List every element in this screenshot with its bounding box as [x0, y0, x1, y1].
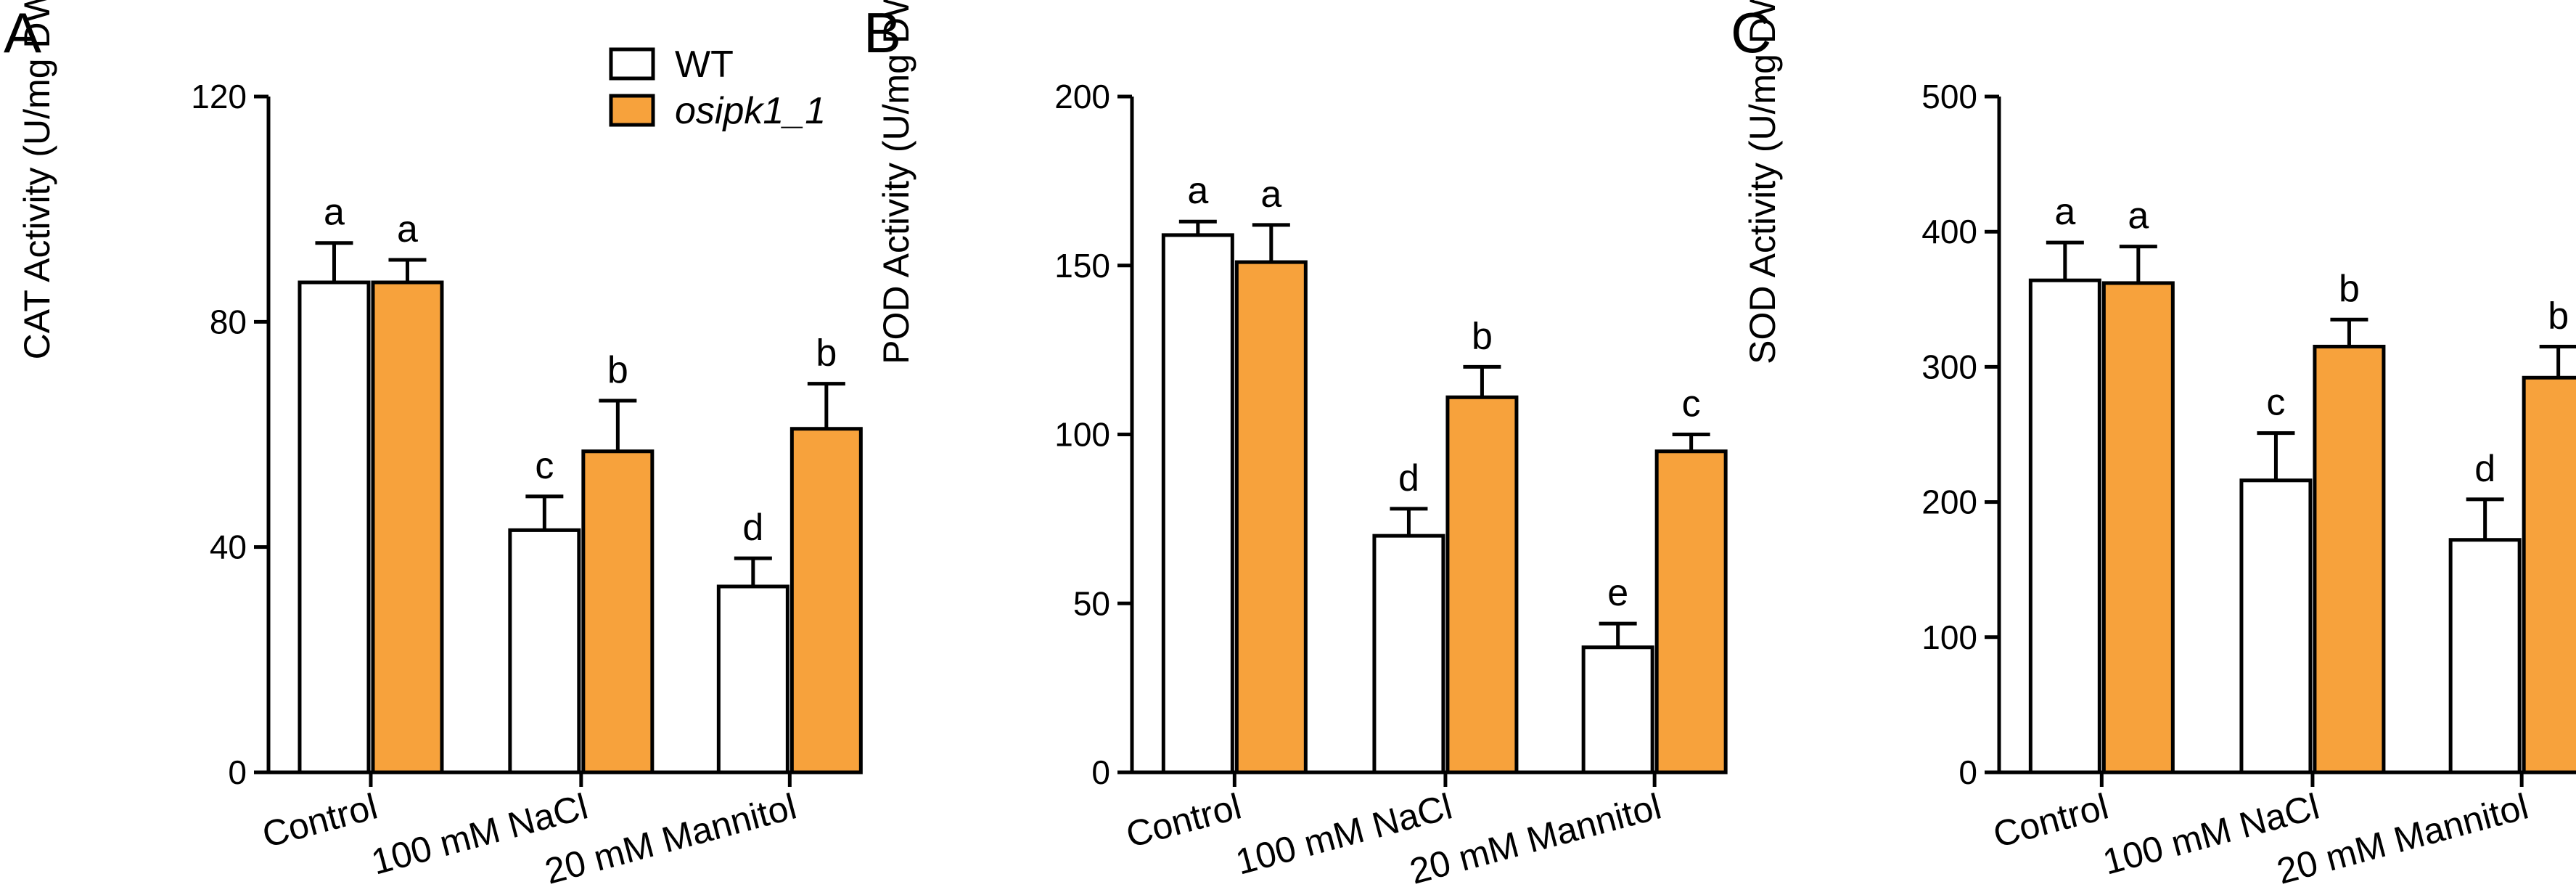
sig-letter-b-1-1: b	[1472, 315, 1493, 357]
sig-letter-c-1-0: c	[2266, 382, 2285, 424]
bar-a-wt-2	[716, 584, 789, 775]
sig-letter-c-1-1: b	[2339, 268, 2360, 310]
sig-letter-a-2-0: d	[742, 507, 763, 549]
panel-letter-a: A	[4, 1, 41, 65]
bar-b-wt-1	[1372, 534, 1445, 775]
bar-b-osipk1_1-1	[1445, 395, 1519, 775]
sig-letter-c-0-0: a	[2054, 191, 2075, 233]
legend-label-mutant: osipk1_1	[675, 90, 826, 132]
panel-letter-b: B	[864, 1, 901, 65]
y-tick-label-a-1: 40	[210, 528, 247, 566]
sig-letter-a-0-1: a	[397, 208, 418, 250]
y-tick-label-b-2: 100	[1054, 416, 1110, 454]
panel-letter-c: C	[1731, 1, 1771, 65]
x-tick-label-b-0: Control	[1122, 786, 1245, 856]
sig-letter-b-2-0: e	[1607, 572, 1628, 614]
sig-letter-b-0-1: a	[1260, 173, 1281, 216]
bar-c-osipk1_1-2	[2522, 375, 2576, 775]
y-tick-label-b-4: 200	[1054, 78, 1110, 115]
y-tick-label-b-1: 50	[1073, 584, 1110, 622]
bar-c-osipk1_1-1	[2313, 344, 2386, 775]
bar-a-wt-0	[298, 280, 371, 775]
sig-letter-c-2-0: d	[2474, 448, 2495, 490]
bar-b-wt-0	[1161, 233, 1234, 775]
panel-b: B POD Activity (U/mg DW) a a d b e c 0 50 100 150…	[864, 0, 1728, 892]
bar-b-osipk1_1-0	[1234, 260, 1308, 775]
y-tick-label-c-4: 400	[1921, 213, 1977, 250]
bar-a-osipk1_1-0	[371, 280, 444, 775]
y-axis-title-c: SOD Activity (U/mg DW)	[1742, 0, 1783, 364]
y-tick-label-c-0: 0	[1958, 753, 1977, 791]
y-tick-label-a-2: 80	[210, 303, 247, 340]
bar-c-wt-2	[2448, 538, 2522, 775]
x-tick-label-c-0: Control	[1989, 786, 2112, 856]
bar-a-osipk1_1-2	[789, 427, 863, 775]
legend-label-wt: WT	[675, 44, 734, 86]
sig-letter-a-1-0: c	[535, 445, 554, 487]
bar-c-osipk1_1-0	[2101, 281, 2175, 775]
legend-swatch-wt	[609, 47, 655, 81]
sig-letter-a-2-1: b	[816, 332, 837, 375]
y-tick-label-c-1: 100	[1921, 618, 1977, 656]
sig-letter-a-1-1: b	[607, 349, 628, 391]
y-tick-label-c-2: 200	[1921, 483, 1977, 521]
bar-b-wt-2	[1581, 645, 1654, 775]
sig-letter-a-0-0: a	[324, 192, 345, 234]
y-tick-label-c-5: 500	[1921, 78, 1977, 115]
sig-letter-b-2-1: c	[1682, 383, 1701, 425]
sig-letter-b-0-0: a	[1187, 170, 1208, 212]
y-axis-title-a: CAT Activity (U/mg DW)	[17, 0, 57, 359]
sig-letter-c-0-1: a	[2128, 195, 2149, 237]
bar-c-wt-1	[2239, 478, 2313, 775]
bar-c-wt-0	[2028, 278, 2101, 775]
panel-c: C SOD Activity (U/mg DW) a a c b d b 0 100 200 30…	[1731, 0, 2576, 892]
y-tick-label-c-3: 300	[1921, 348, 1977, 385]
bar-a-osipk1_1-1	[581, 449, 655, 775]
y-tick-label-a-0: 0	[228, 753, 247, 791]
sig-letter-c-2-1: b	[2548, 295, 2569, 337]
x-tick-label-a-0: Control	[258, 786, 382, 856]
bar-a-wt-1	[508, 528, 581, 775]
legend-swatch-mutant	[609, 94, 655, 127]
bar-b-osipk1_1-2	[1654, 449, 1728, 775]
y-tick-label-b-3: 150	[1054, 247, 1110, 285]
legend: WT osipk1_1	[609, 44, 826, 132]
panel-a: A CAT Activity (U/mg DW) a a c b d b 0 40 80 120 C…	[4, 0, 863, 892]
sig-letter-b-1-0: d	[1398, 457, 1419, 499]
y-axis-title-b: POD Activity (U/mg DW)	[876, 0, 916, 364]
y-tick-label-b-0: 0	[1091, 753, 1110, 791]
y-tick-label-a-3: 120	[191, 78, 247, 115]
